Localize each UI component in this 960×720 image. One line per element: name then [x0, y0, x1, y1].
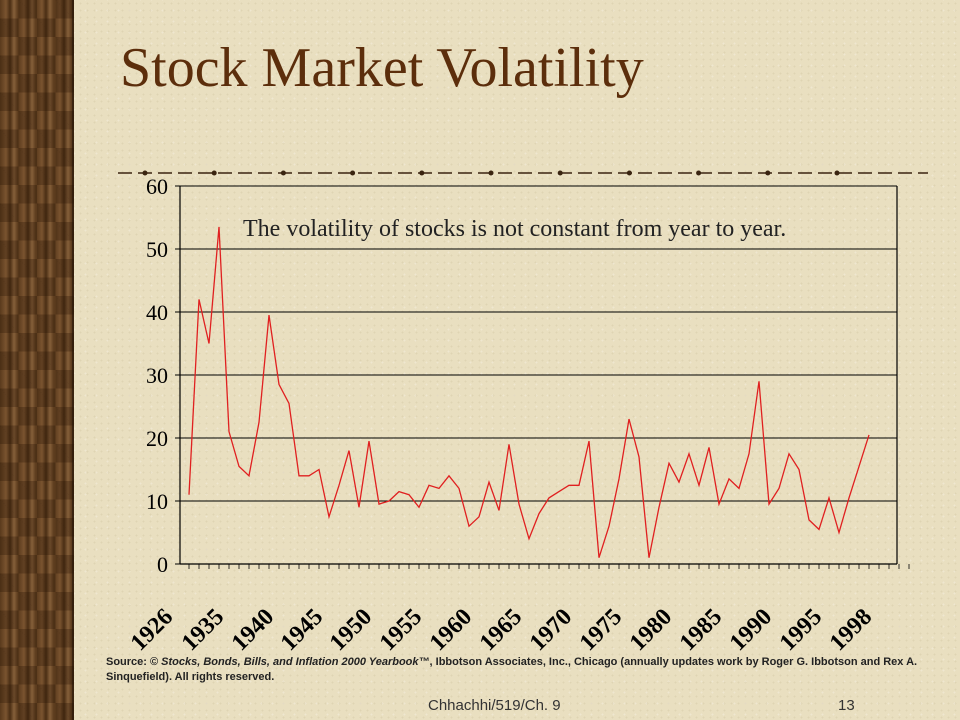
y-tick-label: 0: [157, 552, 168, 577]
divider-dot: [834, 170, 840, 176]
x-tick-label: 1990: [725, 604, 777, 656]
y-tick-label: 10: [146, 489, 168, 514]
divider-dot: [488, 170, 494, 176]
y-tick-label: 60: [146, 174, 168, 199]
divider-dot: [419, 170, 425, 176]
y-tick-label: 30: [146, 363, 168, 388]
footer-course: Chhachhi/519/Ch. 9: [428, 697, 561, 714]
x-tick-label: 1935: [177, 604, 229, 656]
chart-annotation: The volatility of stocks is not constant…: [243, 216, 786, 242]
divider-dot: [557, 170, 563, 176]
divider-dot: [142, 170, 148, 176]
divider-dot: [696, 170, 702, 176]
source-prefix: Source: ©: [106, 656, 162, 668]
y-axis-ticks: 0 10 20 30 40 50 60: [146, 174, 180, 577]
divider-dot: [350, 170, 356, 176]
divider-dot: [280, 170, 286, 176]
slide-title: Stock Market Volatility: [120, 37, 644, 99]
footer-page-number: 13: [838, 697, 855, 714]
x-tick-label: 1980: [625, 604, 677, 656]
x-tick-label: 1950: [325, 604, 377, 656]
x-tick-label: 1955: [375, 604, 427, 656]
decorative-sidebar: [0, 0, 74, 720]
source-rest: , Ibbotson Associates, Inc., Chicago (an…: [106, 656, 918, 683]
x-tick-label: 1970: [525, 604, 577, 656]
source-note: Source: © Stocks, Bonds, Bills, and Infl…: [106, 655, 926, 685]
sidebar-pattern: [0, 0, 74, 720]
x-tick-label: 1926: [126, 604, 178, 656]
x-tick-label: 1940: [227, 604, 279, 656]
x-tick-label: 1945: [276, 604, 328, 656]
y-tick-label: 50: [146, 237, 168, 262]
title-divider: [118, 170, 928, 176]
y-tick-label: 20: [146, 426, 168, 451]
divider-dot: [211, 170, 217, 176]
source-title: Stocks, Bonds, Bills, and Inflation 2000…: [161, 656, 430, 668]
volatility-line: [188, 226, 870, 558]
divider-dot: [765, 170, 771, 176]
x-axis-ticks: 1926193519401945195019551960196519701975…: [126, 564, 910, 656]
x-tick-label: 1985: [675, 604, 727, 656]
x-tick-label: 1998: [825, 604, 877, 656]
x-tick-label: 1995: [775, 604, 827, 656]
chart-series: [188, 226, 870, 558]
divider-dot: [626, 170, 632, 176]
x-tick-label: 1975: [575, 604, 627, 656]
chart-gridlines: [180, 185, 897, 502]
y-tick-label: 40: [146, 300, 168, 325]
x-tick-label: 1960: [425, 604, 477, 656]
x-tick-label: 1965: [475, 604, 527, 656]
